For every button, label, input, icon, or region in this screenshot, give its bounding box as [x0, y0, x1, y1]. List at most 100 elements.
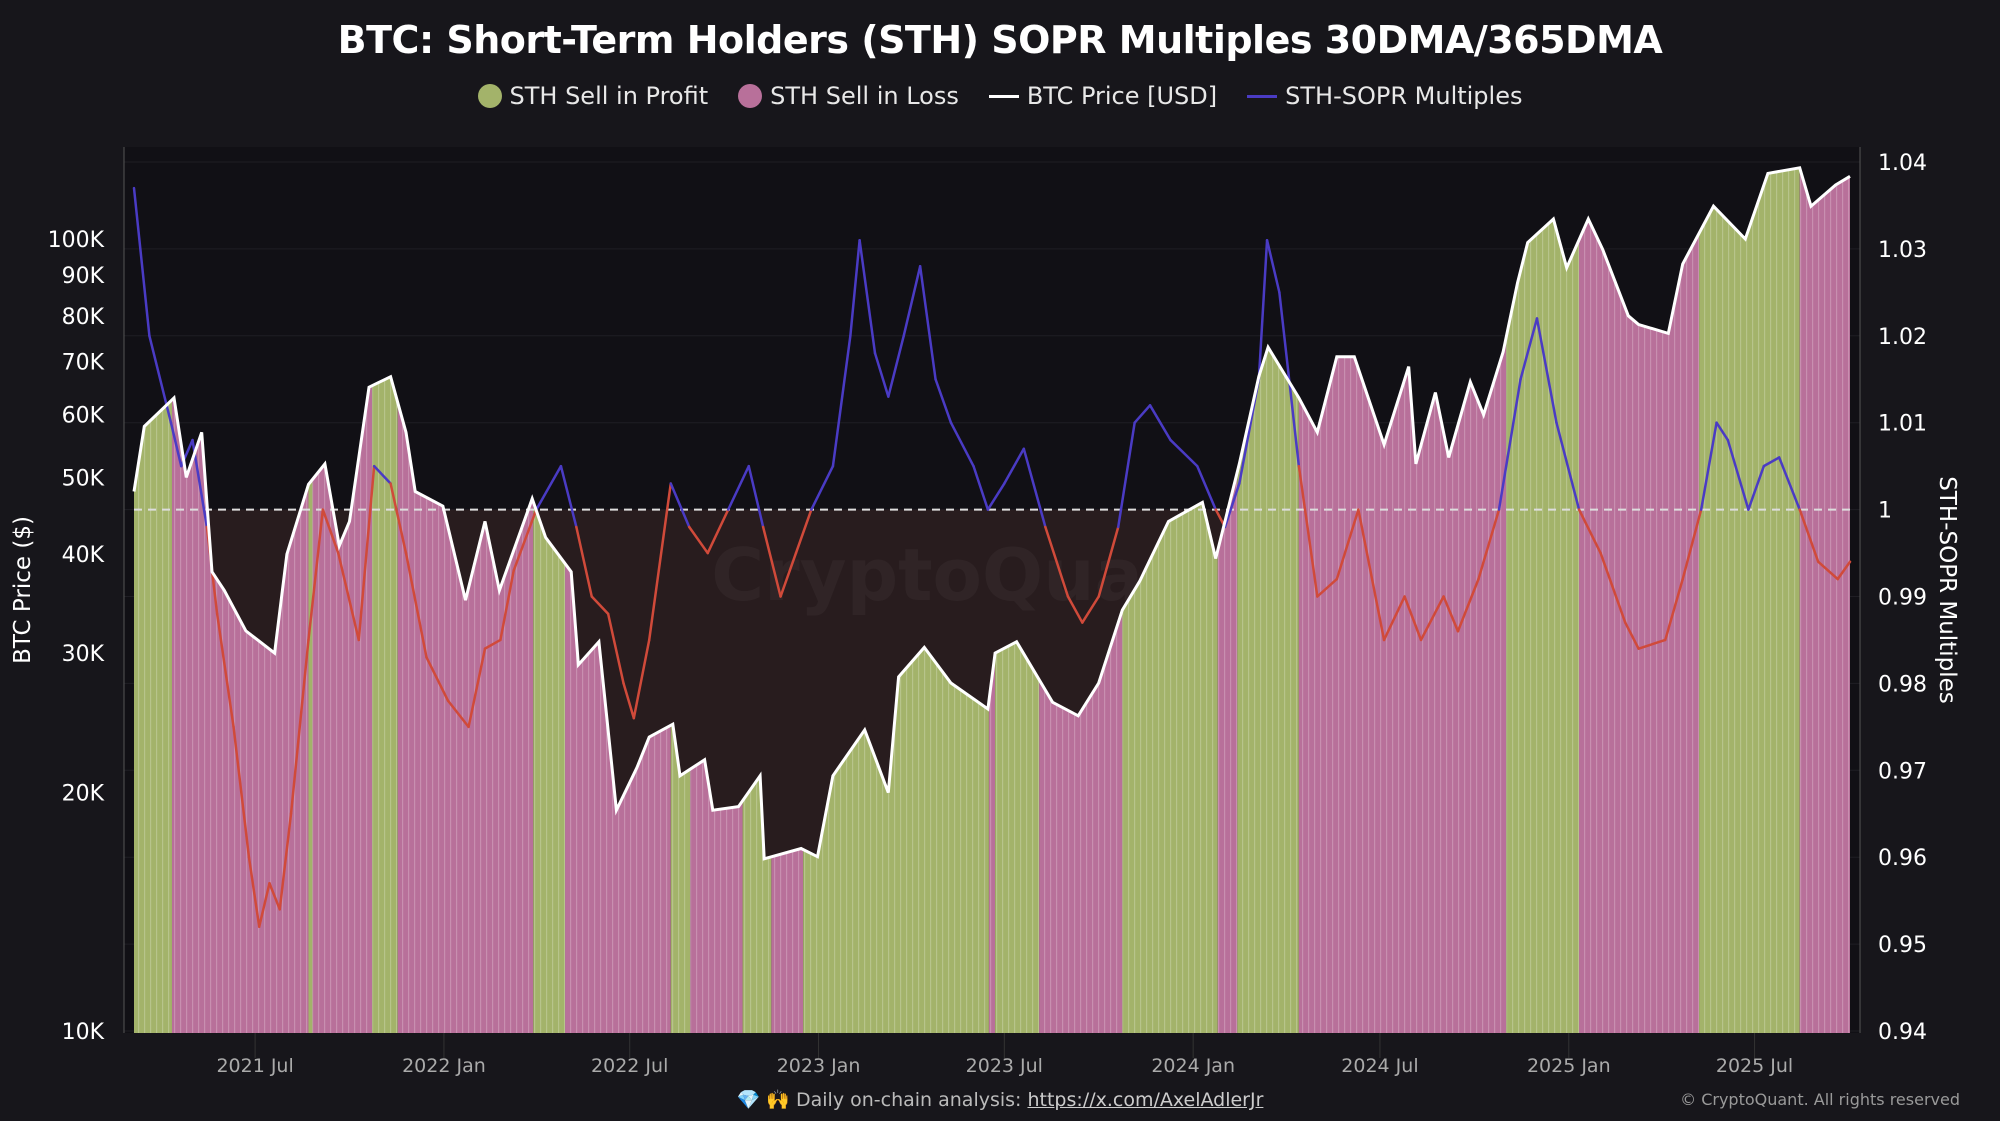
price-line-icon: [988, 94, 1019, 98]
sopr-line-segment: [169, 421, 183, 468]
sopr-line-segment: [873, 351, 890, 398]
sopr-line-segment: [535, 464, 563, 511]
sopr-line-segment: [779, 551, 798, 598]
bar-stripes: [308, 167, 313, 1033]
sopr-line-segment: [268, 882, 281, 911]
legend: STH Sell in Profit STH Sell in Loss BTC …: [0, 82, 2000, 110]
sopr-line-segment: [1257, 238, 1269, 381]
x-tick-label: 2022 Jan: [402, 1055, 486, 1077]
sopr-line-segment: [483, 638, 502, 650]
sopr-line-segment: [1747, 464, 1766, 511]
sopr-line-segment: [1681, 508, 1703, 581]
x-tick-label: 2024 Jan: [1151, 1055, 1235, 1077]
sopr-line-segment: [1535, 317, 1558, 424]
legend-item-sopr[interactable]: STH-SOPR Multiples: [1247, 82, 1522, 110]
sopr-line-segment: [1442, 595, 1460, 633]
loss-dot-icon: [738, 84, 763, 108]
sopr-line-segment: [794, 508, 813, 555]
right-tick-label: 0.98: [1878, 672, 1927, 697]
x-tick-label: 2023 Jul: [966, 1055, 1043, 1077]
sopr-line-segment: [590, 595, 610, 616]
left-tick-label: 100K: [48, 228, 105, 253]
sopr-line-segment: [1637, 638, 1667, 650]
footer-text: Daily on-chain analysis:: [795, 1089, 1028, 1111]
sopr-line-segment: [1133, 404, 1152, 424]
sopr-line-segment: [1316, 577, 1339, 598]
sopr-line-segment: [1403, 595, 1423, 642]
sopr-line-segment: [632, 638, 651, 720]
sopr-line-segment: [1664, 577, 1684, 642]
sopr-line-segment: [372, 464, 392, 485]
sopr-line-segment: [647, 482, 673, 642]
sopr-line-segment: [706, 508, 730, 555]
sopr-line-segment: [1762, 456, 1781, 468]
legend-item-loss[interactable]: STH Sell in Loss: [738, 82, 959, 110]
sopr-line-segment: [425, 656, 450, 703]
x-tick-label: 2022 Jul: [591, 1055, 668, 1077]
sopr-line-segment: [1022, 447, 1047, 529]
sopr-line-segment: [575, 525, 593, 598]
copyright: © CryptoQuant. All rights reserved: [1680, 1090, 1960, 1109]
sopr-line-segment: [1148, 404, 1172, 442]
sopr-line-segment: [1044, 525, 1070, 598]
sopr-line-segment: [278, 812, 293, 911]
sopr-line-segment: [132, 186, 151, 338]
sopr-line-segment: [1798, 508, 1820, 563]
sopr-line-segment: [1816, 560, 1839, 581]
sopr-line-segment: [247, 855, 261, 928]
right-tick-label: 1.03: [1878, 238, 1927, 263]
right-tick-label: 1.01: [1878, 412, 1927, 437]
sopr-line-segment: [687, 525, 709, 555]
right-tick-label: 0.96: [1878, 846, 1927, 871]
sopr-line-segment: [887, 334, 905, 398]
sopr-line-segment: [446, 699, 470, 729]
legend-label: BTC Price [USD]: [1026, 82, 1218, 110]
sopr-line-segment: [289, 638, 310, 815]
left-tick-label: 50K: [62, 466, 105, 491]
left-axis-label: BTC Price ($): [10, 516, 36, 664]
sopr-line-segment: [404, 551, 428, 659]
bar-stripes: [1699, 167, 1800, 1033]
right-tick-label: 0.95: [1878, 933, 1927, 958]
sopr-line-segment: [1265, 238, 1281, 294]
right-tick-label: 0.94: [1878, 1020, 1927, 1045]
chart-title: BTC: Short-Term Holders (STH) SOPR Multi…: [337, 18, 1663, 62]
right-tick-label: 1.02: [1878, 325, 1927, 350]
sopr-line-segment: [1382, 595, 1406, 642]
sopr-line-segment: [747, 464, 765, 529]
bar-stripes: [1506, 167, 1580, 1033]
left-tick-label: 10K: [62, 1020, 105, 1045]
x-tick-label: 2023 Jan: [777, 1055, 861, 1077]
sopr-line-segment: [1577, 508, 1602, 555]
bar-stripes: [1799, 167, 1850, 1033]
legend-item-price[interactable]: BTC Price [USD]: [988, 82, 1218, 110]
footer-link[interactable]: https://x.com/AxelAdlerJr: [1027, 1089, 1264, 1111]
sopr-line-segment: [934, 378, 953, 424]
legend-label: STH Sell in Profit: [509, 82, 709, 110]
sopr-line-segment: [1777, 456, 1801, 511]
sopr-line-segment: [232, 725, 251, 859]
sopr-line-segment: [389, 482, 408, 555]
sopr-line-segment: [1223, 482, 1241, 529]
legend-label: STH Sell in Loss: [770, 82, 959, 110]
right-axis-label: STH-SOPR Multiples: [1934, 476, 1960, 703]
sopr-line-segment: [1836, 560, 1852, 581]
footer: 💎 🙌 Daily on-chain analysis: https://x.c…: [0, 1088, 2000, 1111]
legend-label: STH-SOPR Multiples: [1285, 82, 1523, 110]
right-tick-label: 1: [1878, 499, 1892, 524]
x-tick-label: 2025 Jan: [1527, 1055, 1611, 1077]
sopr-line-segment: [902, 265, 922, 338]
sopr-line-segment: [467, 647, 487, 729]
sopr-line-segment: [148, 334, 173, 424]
sopr-line-segment: [357, 464, 376, 642]
x-tick-label: 2025 Jul: [1716, 1055, 1793, 1077]
sopr-line-segment: [1357, 508, 1386, 642]
sopr-line-segment: [307, 508, 325, 642]
sopr-line-segment: [761, 525, 782, 598]
sopr-line-segment: [1599, 551, 1627, 624]
sopr-line-segment: [1715, 421, 1730, 442]
right-tick-label: 1.04: [1878, 151, 1927, 176]
legend-item-profit[interactable]: STH Sell in Profit: [477, 82, 709, 110]
sopr-line-segment: [1081, 595, 1100, 624]
